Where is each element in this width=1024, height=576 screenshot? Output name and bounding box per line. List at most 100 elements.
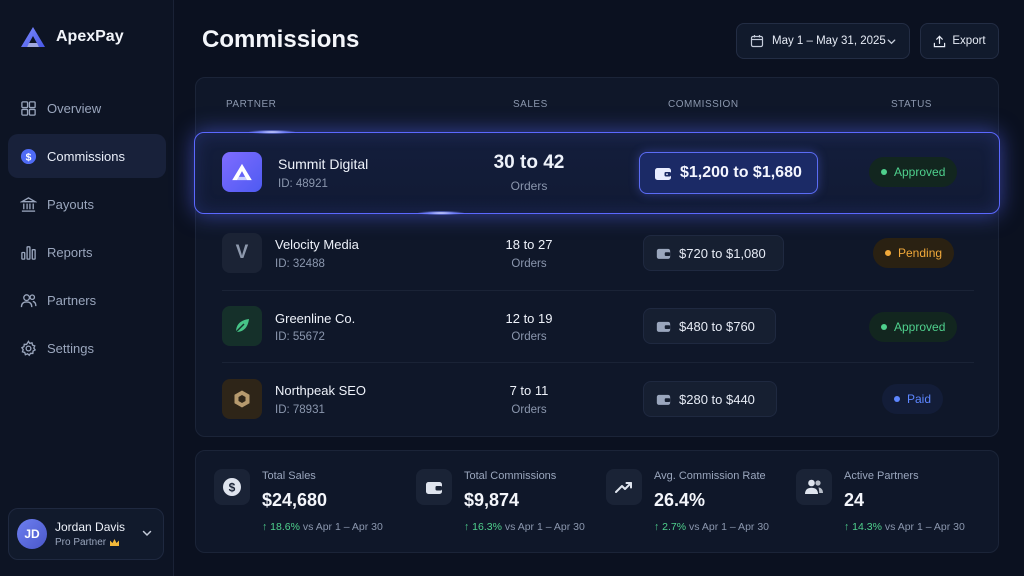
partner-logo: V [222,233,262,273]
gear-icon [20,339,37,356]
column-header-commission[interactable]: COMMISSION [668,99,739,110]
stat-label: Total Sales [262,470,316,482]
stat-value: 26.4% [654,490,706,510]
stat-icon-box: $ [214,469,250,505]
trend-up-arrow-icon: ↑ [464,521,470,533]
stat-icon-box [796,469,832,505]
partner-name[interactable]: Greenline Co. [275,311,356,326]
partner-logo [222,379,262,419]
partner-id: ID: 55672 [275,331,325,343]
export-button[interactable]: Export [920,23,999,59]
sidebar: ApexPay Overview $ Commissions Payouts [0,0,174,576]
sidebar-item-payouts[interactable]: Payouts [8,182,166,226]
commission-amount: $480 to $760 [679,318,755,334]
partner-id: ID: 32488 [275,258,325,270]
stat-value: 24 [844,490,865,510]
trend-up-arrow-icon: ↑ [654,521,660,533]
sales-unit: Orders [510,179,548,193]
partner-id: ID: 48921 [278,178,328,190]
brand[interactable]: ApexPay [20,26,124,48]
column-header-partner[interactable]: PARTNER [226,99,277,110]
leaf-icon [235,319,249,333]
sales-value: 7 to 11 [509,383,549,398]
wallet-icon [426,481,442,494]
page-title: Commissions [202,26,360,53]
wallet-icon [655,167,671,180]
sidebar-item-settings[interactable]: Settings [8,326,166,370]
sidebar-item-commissions[interactable]: $ Commissions [8,134,166,178]
export-label: Export [952,35,986,47]
stat-change: ↑ 16.3% vs Apr 1 – Apr 30 [464,521,585,533]
trend-up-arrow-icon: ↑ [262,521,268,533]
date-range-label: May 1 – May 31, 2025 [772,35,886,47]
stat-icon-box [416,469,452,505]
row-divider [222,290,974,291]
status-label: Pending [898,246,943,260]
column-header-status[interactable]: STATUS [891,99,932,110]
partner-logo-letter: V [235,242,249,263]
sales-unit: Orders [511,258,547,270]
stat-icon-box [606,469,642,505]
table-row-highlighted[interactable] [194,132,1000,214]
stat-change: ↑ 2.7% vs Apr 1 – Apr 30 [654,521,769,533]
wallet-icon [656,248,671,259]
crown-icon [110,539,120,546]
glow-accent [249,130,295,134]
stat-value: $9,874 [464,490,520,510]
date-range-picker[interactable]: May 1 – May 31, 2025 [736,23,910,59]
stat-change: ↑ 14.3% vs Apr 1 – Apr 30 [844,521,965,533]
stat-change-period: vs Apr 1 – Apr 30 [504,521,585,533]
sales-unit: Orders [511,404,547,416]
status-dot [881,324,887,330]
partner-name[interactable]: Northpeak SEO [275,383,367,398]
svg-text:$: $ [229,481,236,495]
stat-label: Active Partners [844,470,919,482]
wallet-icon [656,394,671,405]
glow-accent [418,211,464,215]
summit-logo-icon [232,163,252,181]
sidebar-item-label: Reports [47,244,93,260]
apexpay-logo-icon [21,27,45,47]
partner-logo [222,152,262,192]
status-label: Approved [894,165,946,179]
hexagon-icon [234,390,250,408]
status-label: Paid [907,392,932,406]
avatar: JD [17,519,47,549]
partner-name[interactable]: Velocity Media [275,237,359,252]
commission-value: $1,200 to $1,680 [639,152,818,194]
sidebar-item-label: Overview [47,100,102,116]
status-badge: Paid [882,384,944,414]
stat-label: Avg. Commission Rate [654,470,766,482]
status-badge: Approved [869,312,958,342]
stat-change-period: vs Apr 1 – Apr 30 [689,521,769,533]
sidebar-item-overview[interactable]: Overview [8,86,166,130]
user-profile-card[interactable]: JD Jordan Davis Pro Partner [8,508,164,560]
brand-name: ApexPay [56,28,124,45]
row-divider [222,362,974,363]
chevron-down-icon[interactable] [141,527,153,539]
stat-change-value: 14.3% [852,521,882,533]
wallet-icon [656,321,671,332]
commission-amount: $720 to $1,080 [679,245,766,261]
export-icon [934,35,946,47]
sidebar-item-partners[interactable]: Partners [8,278,166,322]
bar-chart-icon [21,245,36,260]
stat-change-value: 2.7% [662,521,687,533]
grid-icon [21,100,36,116]
dollar-icon: $ [20,148,37,164]
partner-id: ID: 78931 [275,404,325,416]
bank-icon [20,196,37,212]
sidebar-item-reports[interactable]: Reports [8,230,166,274]
stat-label: Total Commissions [464,470,557,482]
svg-text:$: $ [26,152,32,163]
status-badge: Pending [873,238,955,268]
status-dot [885,250,891,256]
column-header-sales[interactable]: SALES [513,99,548,110]
commission-amount: $1,200 to $1,680 [680,164,802,181]
sidebar-item-label: Commissions [47,148,126,164]
user-role: Pro Partner [55,537,125,548]
commission-amount: $280 to $440 [679,391,755,407]
sales-value: 30 to 42 [493,152,565,173]
partner-name[interactable]: Summit Digital [278,156,369,172]
commission-value: $280 to $440 [643,381,777,417]
